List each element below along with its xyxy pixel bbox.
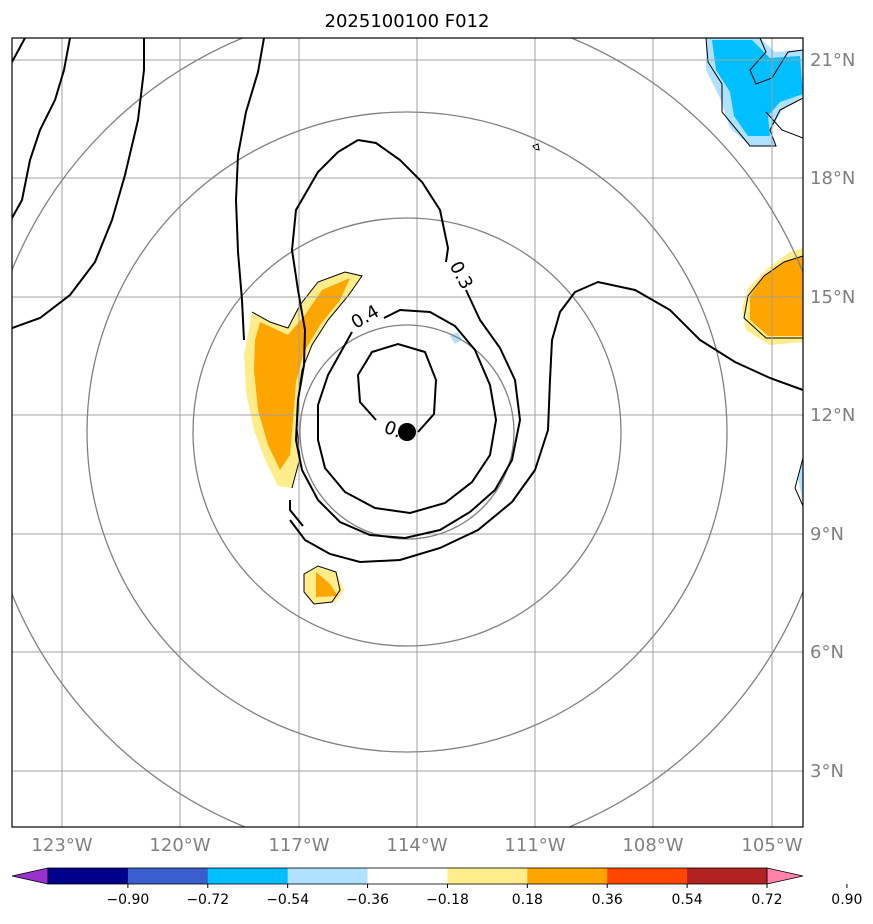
colorbar-segment — [287, 868, 369, 884]
colorbar-extend-low — [11, 867, 49, 885]
lon-label: 111°W — [504, 835, 565, 856]
colorbar-segment — [127, 868, 209, 884]
lon-label: 117°W — [268, 835, 329, 856]
lon-label: 120°W — [149, 835, 210, 856]
lat-label: 9°N — [810, 524, 844, 545]
colorbar-tick-label: 0.90 — [831, 892, 862, 908]
longitude-labels: 123°W 120°W 117°W 114°W 111°W 108°W 105°… — [31, 835, 802, 856]
lat-label: 18°N — [810, 168, 855, 189]
contour-line — [234, 38, 265, 341]
lat-label: 3°N — [810, 761, 844, 782]
colorbar-segment — [607, 868, 688, 884]
lon-label: 123°W — [31, 835, 92, 856]
colorbar-tick-label: −0.18 — [426, 892, 469, 908]
contour-line — [289, 280, 803, 564]
colorbar-ticks: −0.90 −0.72 −0.54 −0.36 −0.18 0.18 0.36 0.54 0.7… — [106, 884, 862, 908]
lat-label: 21°N — [810, 50, 855, 71]
storm-center-marker — [398, 423, 416, 441]
latitude-labels: 21°N 18°N 15°N 12°N 9°N 6°N 3°N — [810, 50, 855, 782]
anomaly-outline — [532, 143, 540, 151]
positive-anomaly-orange — [316, 572, 338, 597]
lat-label: 12°N — [810, 405, 855, 426]
colorbar-tick-label: −0.72 — [186, 892, 229, 908]
contour-line — [12, 38, 145, 329]
lon-label: 108°W — [622, 835, 683, 856]
anomaly-outline — [705, 38, 803, 147]
map-area: 0.3 0.4 0. — [12, 38, 803, 827]
colorbar-segment — [447, 868, 528, 884]
lon-label: 114°W — [386, 835, 447, 856]
graticule — [12, 38, 803, 827]
figure-title: 2025100100 F012 — [325, 11, 490, 32]
colorbar-segment — [48, 868, 129, 884]
contour-0.4 — [317, 308, 498, 515]
colorbar-tick-label: 0.18 — [512, 892, 543, 908]
lon-label: 105°W — [741, 835, 802, 856]
colorbar-tick-label: −0.36 — [346, 892, 389, 908]
contour-label: 0. — [381, 417, 404, 443]
colorbar-tick-label: −0.54 — [266, 892, 309, 908]
lat-label: 6°N — [810, 642, 844, 663]
lat-label: 15°N — [810, 287, 855, 308]
anomaly-outline — [303, 565, 341, 605]
range-ring — [86, 111, 728, 753]
colorbar-segment — [207, 868, 289, 884]
colorbar-frame — [47, 867, 768, 885]
contour-line — [12, 38, 26, 63]
positive-anomaly-orange — [750, 256, 803, 336]
range-ring — [299, 324, 515, 540]
contour-line — [12, 38, 71, 219]
negative-anomaly-light — [798, 460, 803, 504]
positive-anomaly-orange — [254, 278, 350, 470]
contour-0.3 — [357, 139, 450, 263]
colorbar-segment — [687, 868, 768, 884]
colorbar: −0.90 −0.72 −0.54 −0.36 −0.18 0.18 0.36 0.54 0.7… — [11, 867, 862, 908]
map-frame — [11, 37, 804, 828]
colorbar-segments — [48, 868, 768, 884]
anomaly-outline — [794, 457, 803, 507]
colorbar-tick-label: −0.90 — [106, 892, 149, 908]
anomaly-outline — [765, 111, 803, 139]
colorbar-tick-label: 0.54 — [672, 892, 703, 908]
contours — [12, 38, 803, 564]
anomaly-outline — [743, 255, 803, 339]
contour-0.3 — [290, 139, 522, 540]
colorbar-segment — [367, 868, 448, 884]
colorbar-extend-high — [766, 867, 804, 885]
shaded-field — [244, 38, 803, 605]
contour-0.5 — [356, 342, 438, 433]
colorbar-tick-label: 0.36 — [592, 892, 623, 908]
colorbar-segment — [527, 868, 608, 884]
contour-line — [289, 500, 304, 527]
range-ring — [192, 217, 622, 647]
anomaly-outline — [749, 38, 803, 85]
range-rings — [12, 38, 803, 827]
colorbar-tick-label: 0.72 — [751, 892, 782, 908]
